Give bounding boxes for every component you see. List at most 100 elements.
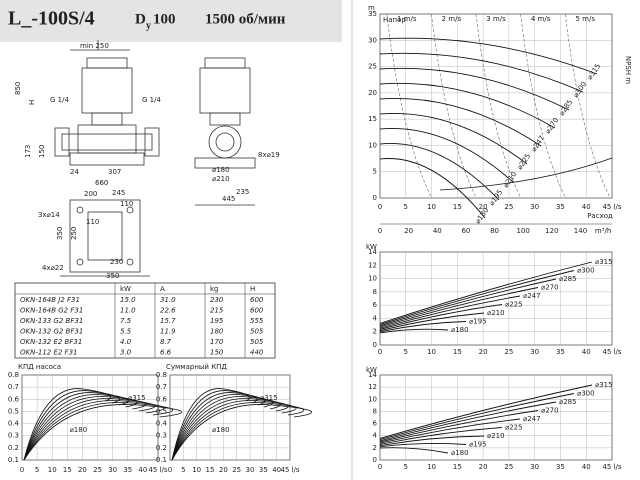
y-tick-label: 0.3: [8, 432, 19, 440]
table-header: kW: [120, 285, 131, 293]
power-curve: [379, 321, 467, 333]
y-tick-label: 0.4: [156, 420, 168, 428]
table-cell: 15.0: [120, 296, 136, 304]
flow-tick-label: 40: [433, 227, 442, 235]
y-tick-label: 0.4: [8, 420, 20, 428]
table-cell: OKN-112 E2 F31: [20, 349, 77, 357]
efficiency-curve: [171, 392, 266, 461]
npsh-label: NPSH m: [624, 56, 632, 84]
velocity-label: 4 m/s: [531, 15, 551, 23]
y-tick-label: 0.5: [8, 407, 19, 415]
curve-label: ⌀270: [541, 284, 559, 292]
efficiency-curve: [23, 404, 182, 461]
x-tick-label: 45 l/s: [148, 466, 167, 474]
x-tick-label: 10: [427, 348, 436, 356]
power-curve: [379, 384, 593, 439]
curve-label: ⌀315: [128, 394, 146, 402]
table-cell: 600: [250, 307, 264, 315]
unit-label: kW: [366, 366, 377, 374]
curve-label: ⌀180: [70, 426, 88, 434]
power-curve: [379, 393, 575, 441]
curve-label: ⌀210: [487, 309, 505, 317]
power-curve: [379, 410, 539, 443]
efficiency-curve: [171, 390, 258, 461]
table-cell: 555: [250, 317, 264, 325]
dimension-label: 235: [236, 188, 249, 196]
power-curve: [379, 312, 485, 332]
x-tick-label: 45 l/s: [602, 203, 621, 211]
x-tick-label: 40: [582, 203, 591, 211]
x-tick-label: 15: [63, 466, 72, 474]
table-cell: 150: [210, 349, 224, 357]
y-tick-label: 0.7: [8, 383, 19, 391]
dimension-label: ⌀210: [212, 175, 230, 183]
x-tick-label: 40: [138, 466, 147, 474]
x-tick-label: 5: [404, 203, 408, 211]
x-tick-label: 30: [530, 203, 539, 211]
npsh-curve: [439, 157, 613, 191]
x-tick-label: 35: [556, 463, 565, 471]
x-tick-label: 45 l/s: [602, 463, 621, 471]
power-curve: [379, 435, 485, 447]
y-tick-label: 14: [368, 371, 377, 379]
dimension-label: 173: [24, 145, 32, 158]
curve-label: ⌀300: [577, 390, 595, 398]
header-band: [0, 0, 342, 42]
efficiency-curve: [171, 402, 305, 461]
y-tick-label: 6: [373, 420, 378, 428]
head-curve: [379, 143, 500, 201]
table-cell: 8.7: [160, 338, 172, 346]
efficiency-curve: [171, 400, 297, 461]
x-tick-label: 0: [20, 466, 24, 474]
dimension-label: 660: [95, 179, 108, 187]
power-curve: [379, 270, 575, 326]
efficiency-curve: [23, 400, 165, 461]
x-tick-label: 5: [181, 466, 185, 474]
speed: 1500 об/мин: [205, 11, 286, 27]
efficiency-curve: [23, 390, 120, 461]
curve-label: ⌀180: [451, 326, 469, 334]
table-cell: 505: [250, 328, 264, 336]
table-cell: 4.0: [120, 338, 132, 346]
dn: D: [135, 11, 146, 27]
curve-label: ⌀285: [559, 275, 577, 283]
table-cell: 600: [250, 296, 264, 304]
table-cell: OKN-164B G2 F31: [20, 307, 83, 315]
power-curve: [379, 295, 521, 329]
table-cell: 180: [210, 328, 224, 336]
y-tick-label: 0.1: [156, 456, 167, 464]
x-tick-label: 30: [108, 466, 117, 474]
head-curve: [379, 52, 584, 93]
velocity-label: 2 m/s: [442, 15, 462, 23]
curve-label: ⌀180: [212, 426, 230, 434]
x-tick-label: 35: [259, 466, 268, 474]
x-tick-label: 30: [246, 466, 255, 474]
x-tick-label: 15: [453, 348, 462, 356]
curve-label: ⌀300: [577, 267, 595, 275]
table-cell: 22.6: [160, 307, 176, 315]
table-cell: 5.5: [120, 328, 132, 336]
curve-label: ⌀225: [505, 424, 523, 432]
x-tick-label: 30: [530, 463, 539, 471]
dimension-label: ⌀180: [212, 166, 230, 174]
power-curve: [379, 261, 593, 324]
power-curve: [379, 304, 503, 330]
y-tick-label: 6: [373, 301, 378, 309]
table-cell: 230: [210, 296, 224, 304]
head-curve: [379, 82, 556, 129]
x-tick-label: 10: [427, 203, 436, 211]
curve-label: ⌀247: [523, 292, 541, 300]
x-tick-label: 0: [378, 203, 382, 211]
curve-label: ⌀180: [451, 449, 469, 457]
flow-label: Расход: [587, 212, 613, 220]
velocity-label: 5 m/s: [575, 15, 595, 23]
curve-label: ⌀315: [595, 381, 613, 389]
unit-label: kW: [366, 243, 377, 251]
y-tick-label: 0.2: [156, 444, 167, 452]
dimension-label: 230: [110, 258, 123, 266]
efficiency-curve: [23, 402, 174, 461]
y-tick-label: 8: [373, 288, 377, 296]
dimension-label: 3x⌀14: [38, 211, 60, 219]
curve-label: ⌀195: [469, 318, 487, 326]
